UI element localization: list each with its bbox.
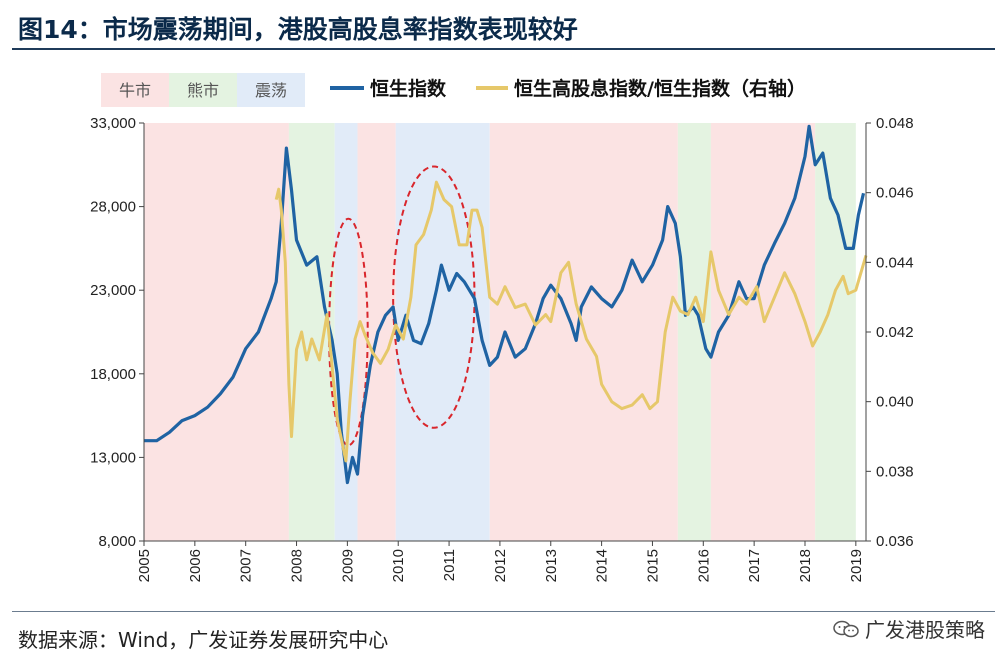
x-tick-label: 2010 [390,549,407,582]
x-tick-label: 2017 [746,549,763,582]
y-left-tick-label: 8,000 [98,533,136,550]
regime-band-bear [815,123,856,541]
legend: 牛市 熊市 震荡 恒生指数 恒生高股息指数/恒生指数（右轴） [101,73,806,107]
y-right-tick-label: 0.042 [876,324,914,341]
y-left-tick-label: 33,000 [90,115,136,132]
axes: 8,000 13,000 18,000 23,000 28,000 33,000 0.036… [90,115,913,582]
x-tick-label: 2018 [797,549,814,582]
series-line-ratio [274,180,868,463]
regime-band-bear [288,123,335,541]
figure-title: 图14：市场震荡期间，港股高股息率指数表现较好 [18,15,578,44]
y-right-tick-label: 0.044 [876,254,914,271]
x-tick-label: 2015 [644,549,661,582]
x-tick-label: 2011 [441,549,458,581]
source-note: 数据来源：Wind，广发证券发展研究中心 [18,628,389,652]
x-tick-label: 2009 [339,549,356,582]
watermark: 广发港股策略 [833,614,985,643]
x-tick-label: 2012 [492,549,509,582]
series-line-hsi [144,124,866,485]
x-tick-label: 2007 [238,549,255,582]
wechat-icon [833,620,859,637]
x-tick-label: 2016 [695,549,712,582]
watermark-text: 广发港股策略 [865,618,985,642]
x-tick-label: 2008 [289,549,306,582]
y-right-tick-label: 0.040 [876,394,914,411]
legend-label-volatile: 震荡 [255,81,287,100]
title-divider [12,48,995,50]
regime-band-bull [144,123,289,541]
x-tick-label: 2019 [848,549,865,582]
regime-band-bull [710,123,816,541]
footer-divider [12,611,995,612]
y-right-tick-label: 0.046 [876,185,914,202]
legend-swatch-bull [101,73,169,107]
y-right-tick-label: 0.036 [876,533,914,550]
x-tick-label: 2014 [594,549,611,582]
legend-label-hsi: 恒生指数 [370,77,447,100]
y-left-tick-label: 28,000 [90,199,136,216]
y-right-tick-label: 0.048 [876,115,914,132]
regime-band-bear [677,123,711,541]
legend-label-ratio: 恒生高股息指数/恒生指数（右轴） [514,77,806,100]
series-lines [144,124,868,485]
x-tick-label: 2005 [136,549,153,582]
x-tick-label: 2013 [543,549,560,582]
y-left-tick-label: 13,000 [90,449,136,466]
legend-label-bull: 牛市 [119,81,151,100]
y-right-tick-label: 0.038 [876,463,914,480]
regime-bands [144,123,856,541]
y-left-tick-label: 18,000 [90,366,136,383]
y-left-tick-label: 23,000 [90,282,136,299]
x-tick-label: 2006 [187,549,204,582]
legend-swatch-volatile [237,73,305,107]
legend-label-bear: 熊市 [187,81,219,100]
legend-swatch-bear [169,73,237,107]
